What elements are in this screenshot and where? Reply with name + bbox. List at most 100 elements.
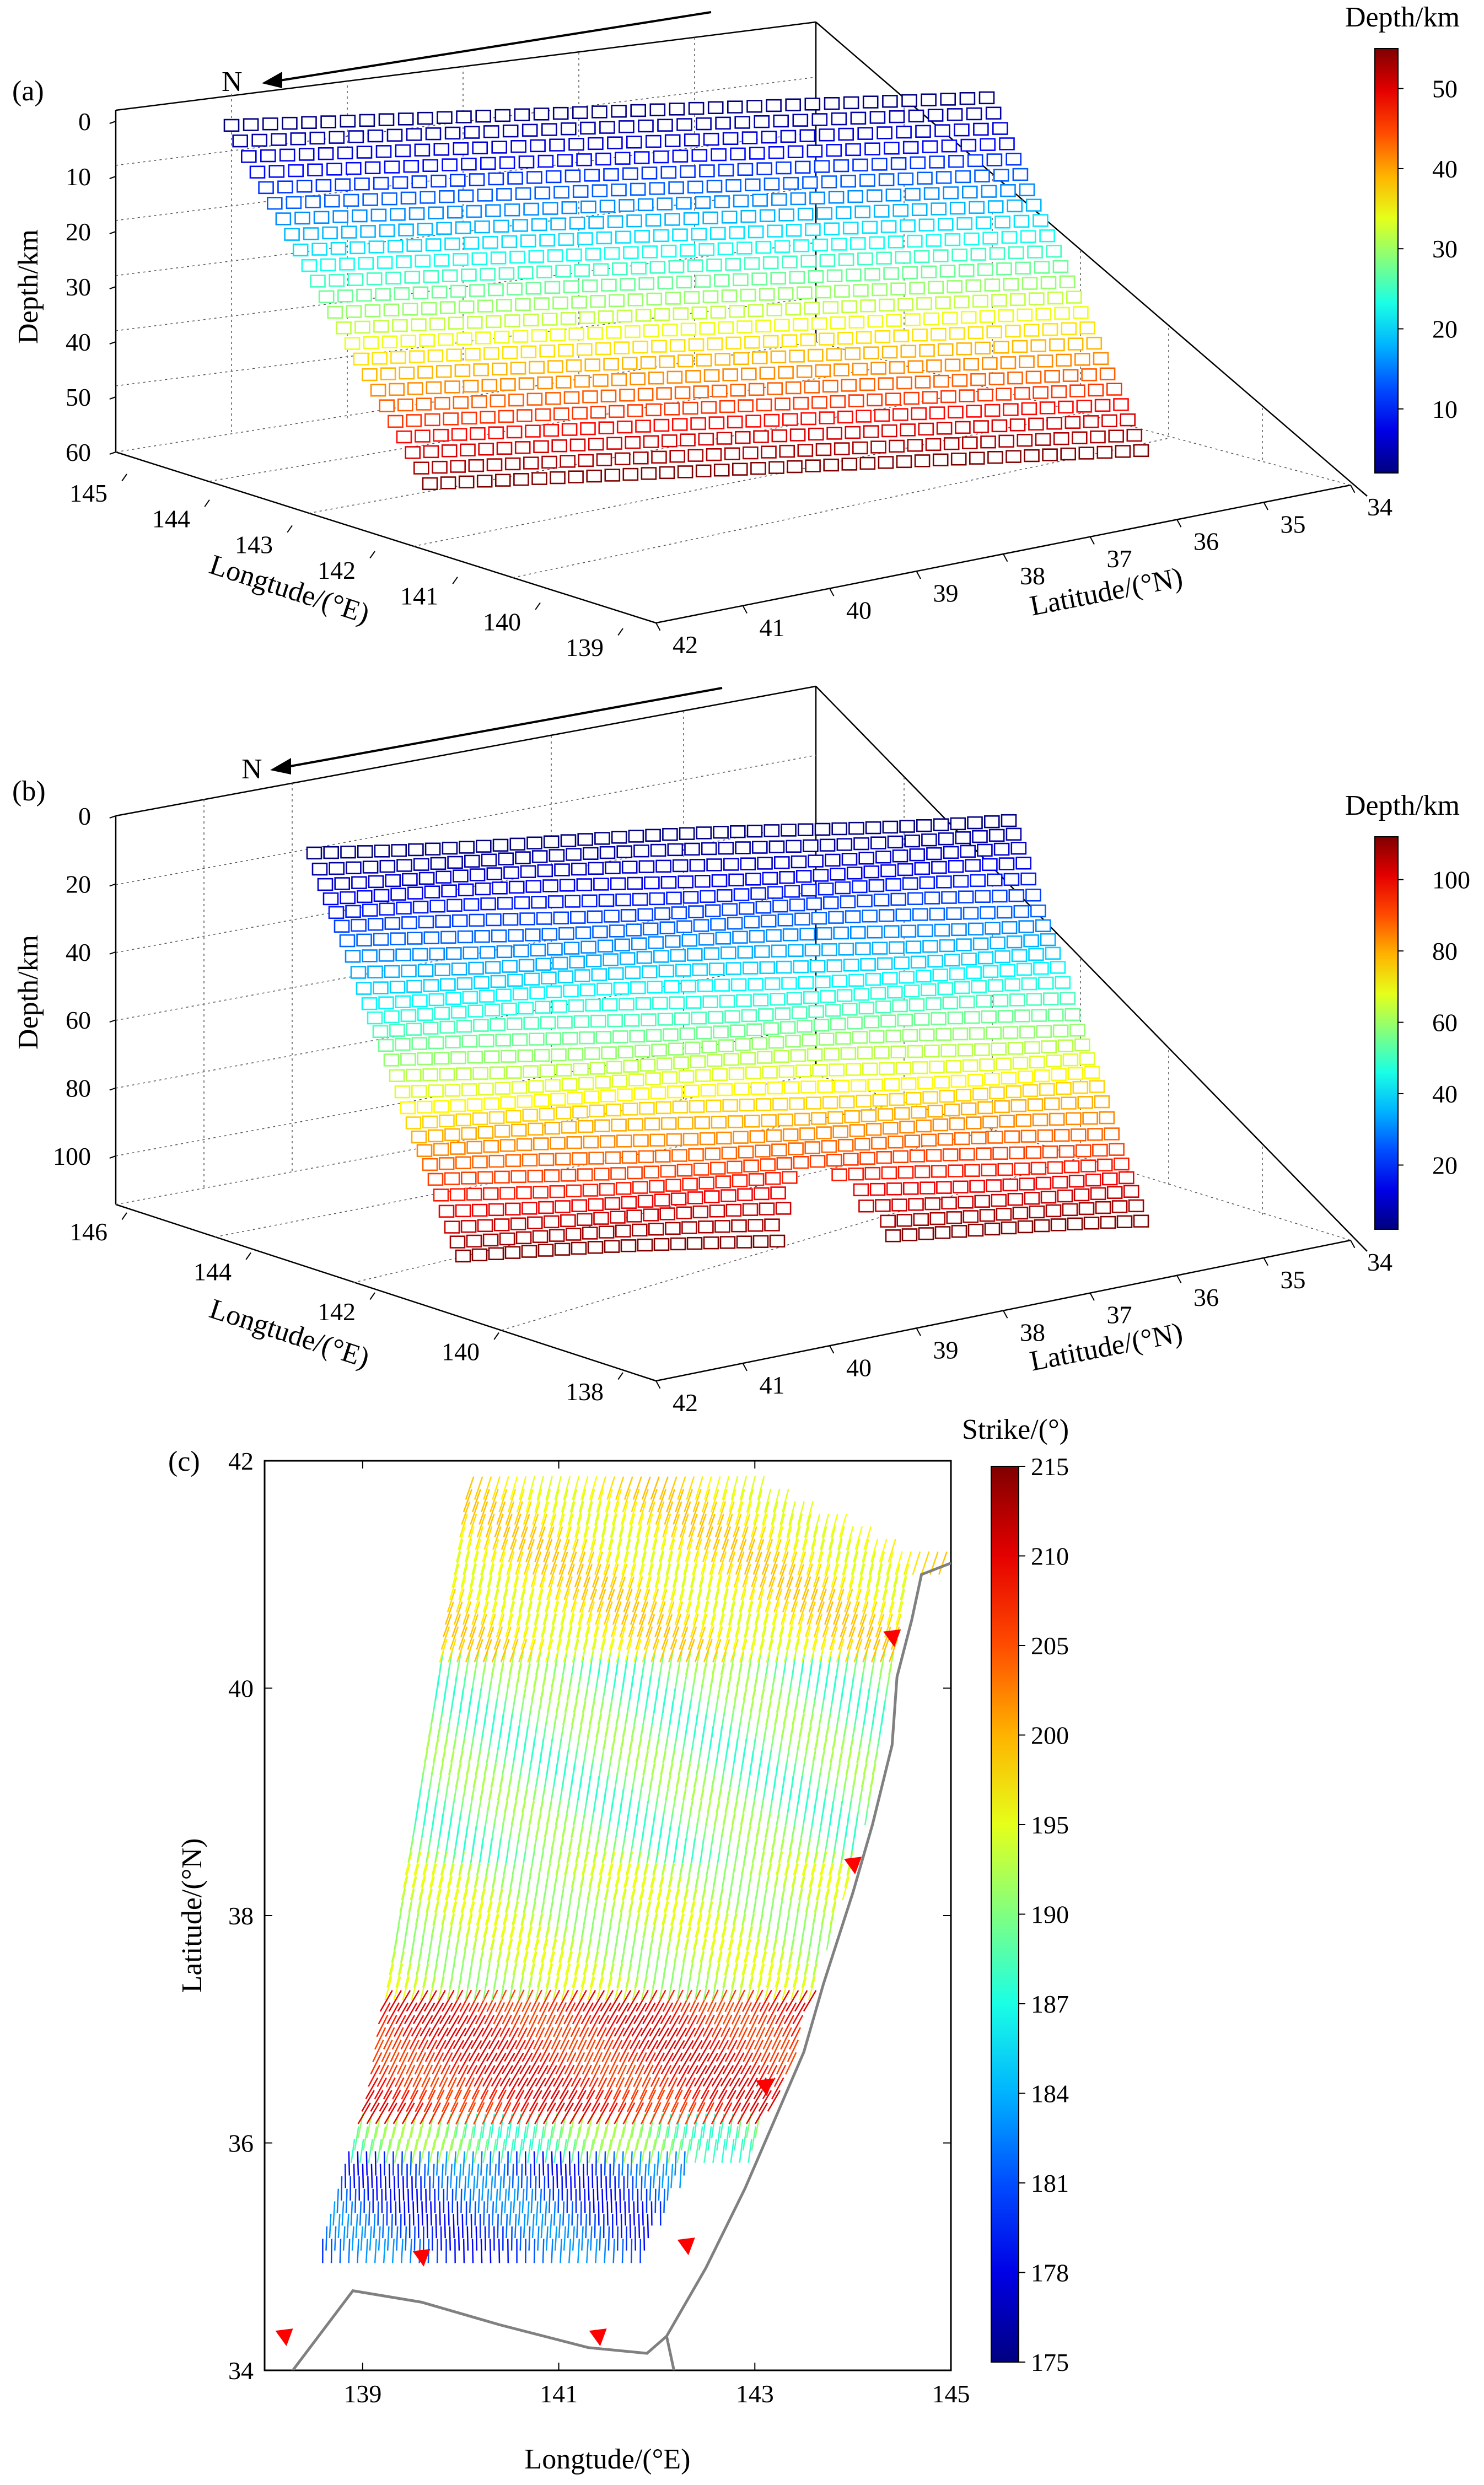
surface-marker	[494, 109, 511, 122]
strike-vector	[587, 2102, 601, 2124]
surface-marker	[777, 1114, 794, 1127]
surface-marker	[396, 859, 412, 872]
strike-vector	[533, 2151, 536, 2176]
surface-marker	[682, 401, 698, 415]
strike-vector	[782, 1589, 792, 1612]
strike-vector	[637, 1889, 645, 1913]
surface-marker	[955, 831, 971, 845]
surface-marker	[941, 1196, 957, 1210]
strike-vector	[713, 1964, 721, 1988]
surface-marker	[960, 1102, 977, 1116]
strike-vector	[527, 1589, 535, 1613]
surface-marker	[461, 1083, 477, 1096]
strike-vector	[663, 2126, 669, 2151]
strike-vector	[649, 2139, 657, 2163]
strike-vector	[325, 2226, 328, 2251]
surface-marker	[601, 998, 618, 1012]
strike-vector	[725, 2126, 730, 2151]
strike-vector	[646, 1563, 654, 1588]
strike-vector	[535, 1814, 542, 1838]
surface-marker	[911, 203, 928, 216]
strike-vector	[518, 1639, 528, 1663]
strike-vector	[402, 2015, 416, 2037]
strike-vector	[450, 1989, 464, 2012]
surface-marker	[804, 943, 821, 957]
surface-marker	[373, 176, 389, 190]
surface-marker	[490, 1018, 506, 1031]
surface-marker	[916, 1119, 932, 1133]
strike-vector	[451, 1563, 460, 1588]
surface-marker	[1001, 814, 1017, 827]
strike-vector	[480, 1876, 488, 1901]
strike-vector	[554, 2226, 557, 2251]
surface-marker	[881, 424, 897, 438]
surface-marker	[447, 899, 463, 912]
strike-vector	[563, 2226, 567, 2251]
strike-vector	[769, 2040, 782, 2062]
strike-vector	[605, 1864, 614, 1888]
strike-vector	[831, 1563, 840, 1588]
surface-marker	[604, 1197, 621, 1210]
strike-vector	[596, 2139, 603, 2163]
strike-vector	[791, 2015, 804, 2037]
surface-marker	[1119, 1171, 1134, 1185]
surface-marker	[397, 112, 414, 126]
strike-vector	[601, 2040, 614, 2062]
surface-marker	[692, 1205, 709, 1219]
strike-vector	[694, 1639, 704, 1663]
surface-marker	[900, 219, 916, 233]
colorbar-tick-label: 40	[1432, 155, 1458, 183]
strike-vector	[477, 2040, 491, 2062]
strike-vector	[570, 2014, 583, 2037]
strike-vector	[602, 1613, 611, 1638]
strike-vector	[438, 1864, 446, 1888]
surface-marker	[797, 1020, 813, 1033]
surface-marker	[468, 961, 484, 975]
strike-vector	[495, 2040, 509, 2062]
strike-vector	[891, 1576, 899, 1600]
strike-vector	[758, 2090, 772, 2112]
surface-marker	[553, 911, 569, 924]
surface-marker	[740, 857, 756, 870]
strike-vector	[813, 1613, 822, 1638]
surface-marker	[588, 437, 604, 451]
strike-vector	[673, 2027, 687, 2050]
strike-vector	[477, 2188, 481, 2213]
strike-vector	[497, 1939, 504, 1963]
surface-marker	[490, 394, 506, 407]
surface-marker	[394, 287, 410, 300]
surface-marker	[455, 1113, 472, 1127]
surface-marker	[550, 328, 566, 341]
strike-vector	[862, 1639, 872, 1663]
surface-marker	[721, 211, 738, 224]
axis-tick	[742, 1363, 748, 1371]
strike-vector	[771, 2077, 784, 2100]
strike-vector	[445, 2077, 458, 2100]
strike-vector	[617, 1626, 626, 1650]
surface-marker	[706, 1099, 722, 1113]
strike-vector	[712, 1639, 722, 1663]
strike-vector	[672, 1563, 680, 1588]
surface-marker	[1068, 1175, 1085, 1188]
strike-vector	[535, 1651, 542, 1675]
strike-vector	[528, 2052, 542, 2074]
surface-marker	[550, 217, 566, 230]
strike-vector	[735, 2077, 749, 2100]
surface-marker	[710, 918, 726, 931]
surface-marker	[946, 907, 962, 921]
surface-marker	[671, 906, 687, 919]
surface-marker	[668, 260, 685, 273]
surface-marker	[591, 968, 607, 981]
surface-marker	[768, 1036, 784, 1049]
surface-marker	[739, 1098, 755, 1112]
axis-tick	[617, 1372, 623, 1380]
surface-marker	[859, 174, 875, 187]
surface-marker	[633, 451, 649, 465]
surface-marker	[1010, 1099, 1027, 1112]
strike-vector	[880, 1589, 888, 1613]
surface-marker	[416, 1100, 433, 1114]
strike-vector	[698, 1563, 707, 1588]
surface-marker	[797, 823, 814, 836]
strike-vector	[503, 1788, 510, 1813]
surface-marker	[950, 1074, 967, 1088]
